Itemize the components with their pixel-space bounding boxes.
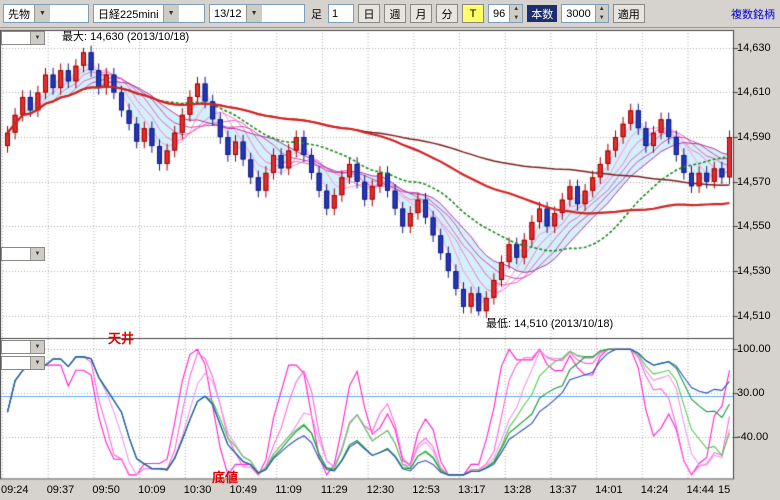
period-month-button[interactable]: 月: [410, 4, 432, 23]
bars-count-stepper[interactable]: 96 ▲ ▼: [488, 4, 524, 23]
symbol-dropdown[interactable]: 日経225mini ▼: [93, 4, 205, 23]
price-axis-label: 14,510: [737, 309, 771, 322]
chevron-down-icon: ▼: [34, 5, 50, 22]
max-price-annotation: 最大: 14,630 (2013/10/18): [62, 31, 190, 43]
arrow-up-icon[interactable]: ▲: [598, 6, 605, 12]
minute-input-value: 1: [332, 7, 339, 20]
indicator-combo-2[interactable]: ▼: [1, 247, 45, 261]
arrow-down-icon[interactable]: ▼: [513, 14, 520, 21]
time-axis-label: 13:37: [549, 484, 577, 496]
min-price-annotation: 最低: 14,510 (2013/10/18): [486, 318, 614, 330]
time-axis-label: 10:09: [138, 484, 166, 496]
oscillator-axis-label: -40.00: [737, 431, 769, 444]
oscillator-combo-1[interactable]: ▼: [1, 340, 45, 354]
symbol-dropdown-value: 日経225mini: [98, 8, 159, 21]
multi-symbol-link[interactable]: 複数銘柄: [731, 8, 775, 21]
price-axis-label: 14,570: [737, 175, 771, 188]
time-axis-label: 12:53: [412, 484, 440, 496]
bars-count-label: 本数: [527, 5, 558, 22]
period-minute-button[interactable]: 分: [436, 4, 458, 23]
time-axis-label: 14:44: [686, 484, 715, 496]
time-axis-label: 14:01: [595, 484, 623, 496]
period-day-button[interactable]: 日: [358, 4, 380, 23]
arrow-up-icon[interactable]: ▲: [513, 6, 520, 12]
time-axis-label: 13:28: [503, 484, 532, 496]
time-axis-label: 10:30: [183, 484, 212, 496]
oscillator-axis-label: 30.00: [737, 387, 765, 400]
stepper-arrows[interactable]: ▲ ▼: [594, 5, 608, 22]
price-axis-label: 14,550: [737, 220, 771, 233]
category-dropdown[interactable]: 先物 ▼: [3, 4, 89, 23]
time-axis-label: 13:17: [458, 484, 486, 496]
chevron-down-icon: ▼: [245, 5, 262, 22]
time-axis-label: 10:49: [229, 484, 258, 496]
time-axis-label: 11:29: [320, 484, 348, 496]
category-dropdown-value: 先物: [8, 8, 30, 21]
bar-type-label: 足: [311, 8, 322, 21]
chevron-down-icon: ▼: [30, 248, 44, 260]
time-axis-label: 09:24: [1, 484, 29, 496]
oscillator-combo-2[interactable]: ▼: [1, 356, 45, 370]
time-axis-label: 14:24: [640, 484, 669, 496]
time-axis-label: 11:09: [275, 484, 302, 496]
time-axis-label: 12:30: [366, 484, 395, 496]
apply-button[interactable]: 適用: [612, 4, 645, 23]
chevron-down-icon: ▼: [30, 341, 44, 353]
interval-value: 3000: [566, 7, 591, 20]
minute-input[interactable]: 1: [328, 4, 354, 23]
indicator-combo-1[interactable]: ▼: [1, 31, 45, 45]
toolbar: 先物 ▼ 日経225mini ▼ 13/12 ▼ 足 1 日 週 月 分 T 9…: [0, 0, 780, 28]
price-axis-label: 14,630: [737, 41, 771, 54]
time-axis-label: 15: [718, 484, 731, 496]
stepper-arrows[interactable]: ▲ ▼: [509, 5, 523, 22]
contract-dropdown[interactable]: 13/12 ▼: [209, 4, 305, 23]
contract-dropdown-value: 13/12: [214, 7, 242, 20]
arrow-down-icon[interactable]: ▼: [598, 14, 605, 21]
time-axis-label: 09:50: [92, 484, 120, 496]
ceiling-annotation: 天井: [108, 331, 135, 346]
bars-count-value: 96: [493, 7, 506, 20]
chevron-down-icon: ▼: [30, 357, 44, 369]
period-week-button[interactable]: 週: [384, 4, 406, 23]
oscillator-axis-label: 100.00: [737, 343, 771, 356]
tick-button[interactable]: T: [462, 4, 484, 23]
time-axis-label: 09:37: [46, 484, 75, 496]
price-axis-label: 14,590: [737, 131, 771, 144]
chevron-down-icon: ▼: [30, 32, 44, 44]
price-axis-label: 14,610: [737, 86, 771, 99]
chevron-down-icon: ▼: [162, 5, 179, 22]
price-axis-label: 14,530: [737, 265, 771, 278]
floor-annotation: 底値: [212, 470, 239, 485]
interval-stepper[interactable]: 3000 ▲ ▼: [561, 4, 609, 23]
